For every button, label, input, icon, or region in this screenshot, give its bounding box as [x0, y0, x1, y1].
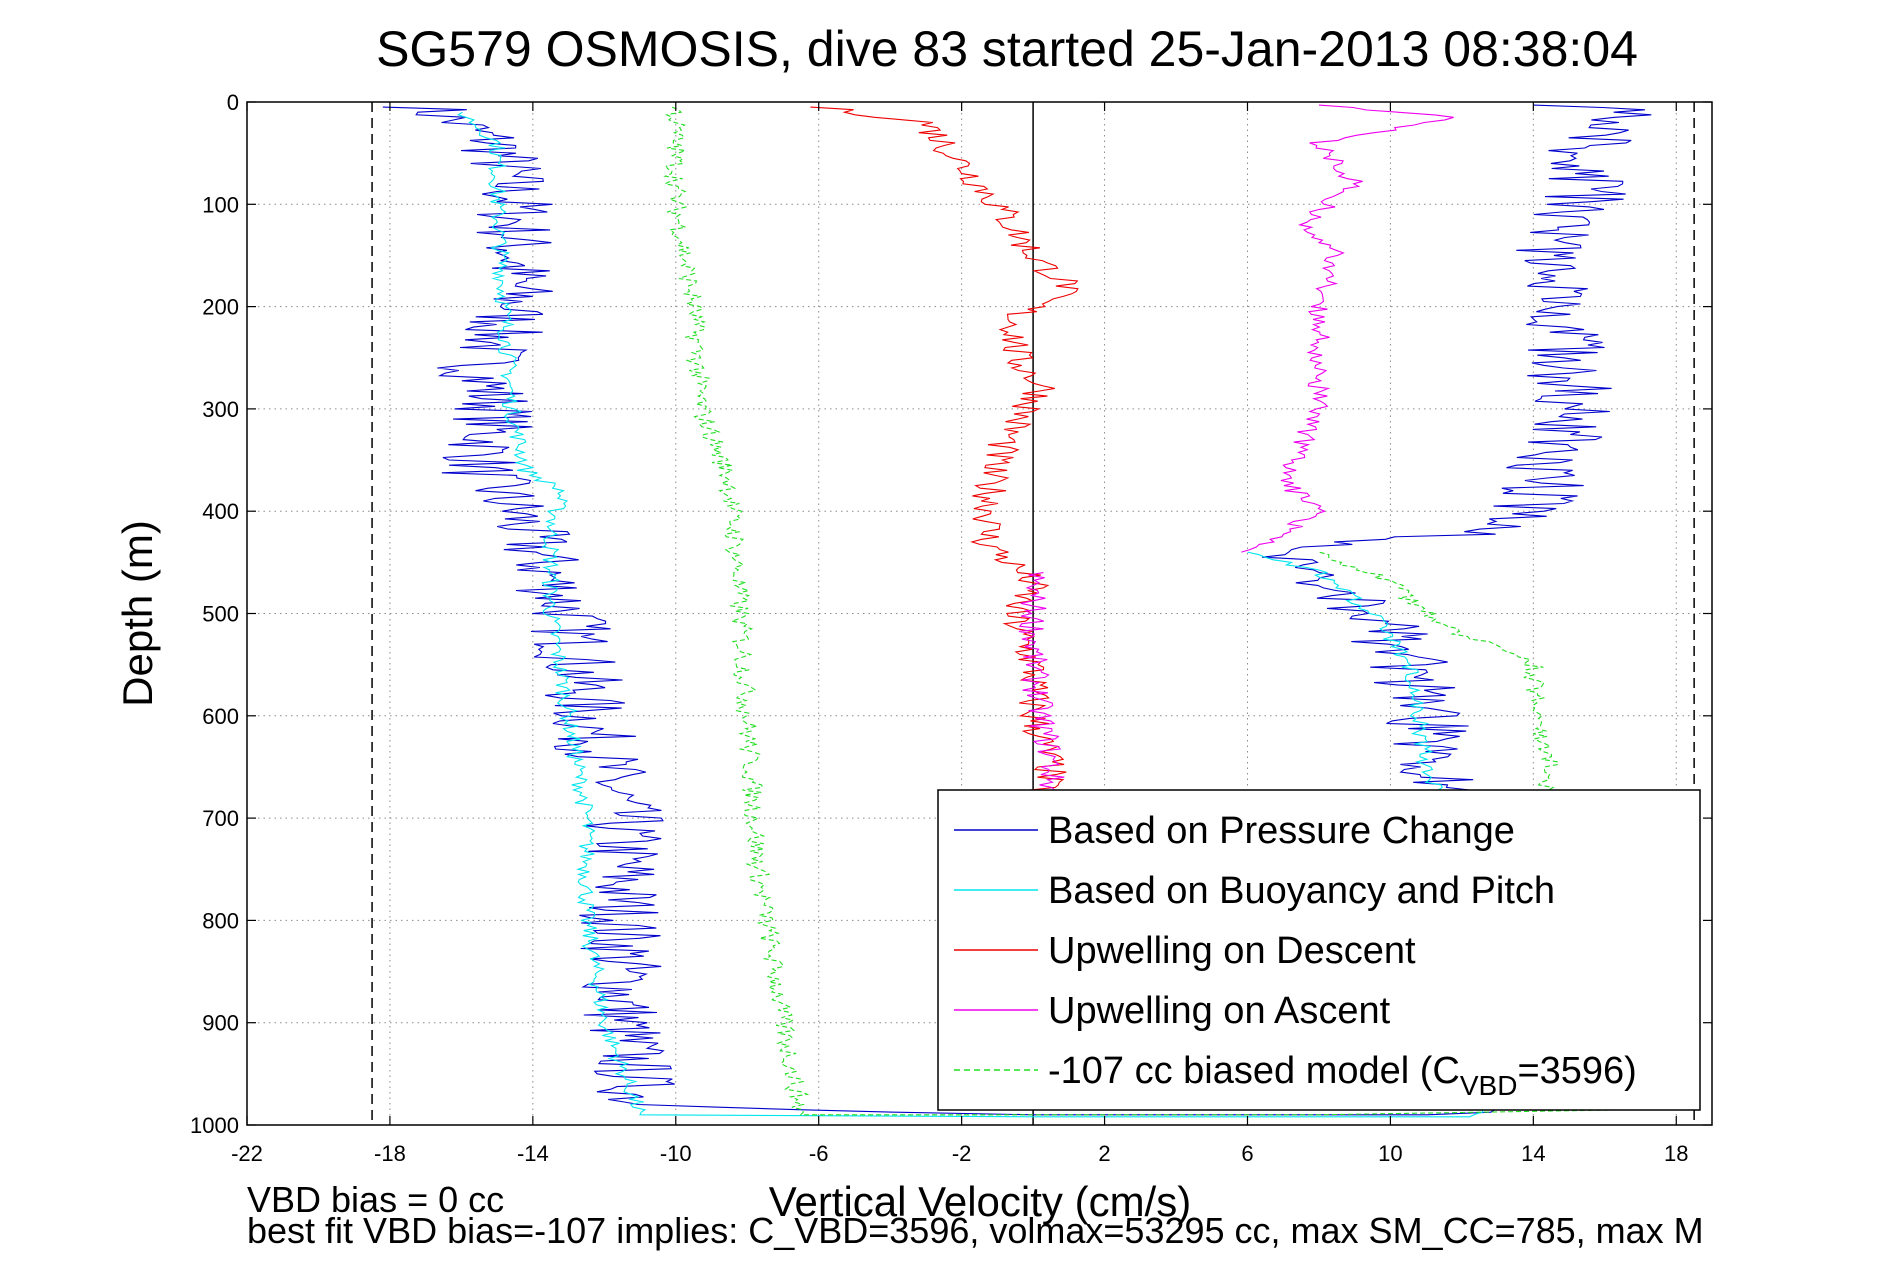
x-tick-label: -22 — [231, 1141, 263, 1166]
y-tick-label: 200 — [202, 295, 239, 320]
y-axis-label: Depth (m) — [114, 520, 161, 707]
x-axis-label: Vertical Velocity (cm/s) — [769, 1178, 1191, 1225]
y-tick-label: 700 — [202, 806, 239, 831]
series-line-1 — [382, 104, 1652, 1116]
y-tick-label: 900 — [202, 1011, 239, 1036]
x-tick-label: -6 — [809, 1141, 829, 1166]
vbd-bias-note: VBD bias = 0 cc — [247, 1179, 504, 1220]
axis-ticks: -22 -18 -14 -10 -6 -2 2 6 10 14 180100200300400500… — [190, 90, 1712, 1166]
y-tick-label: 100 — [202, 192, 239, 217]
x-tick-label: 2 — [1098, 1141, 1110, 1166]
series-line-ascent-upper — [1241, 104, 1454, 553]
series-line-4 — [1018, 572, 1065, 799]
y-tick-label: 0 — [227, 90, 239, 115]
x-tick-label: -18 — [374, 1141, 406, 1166]
best-fit-note: best fit VBD bias=-107 implies: C_VBD=35… — [247, 1210, 1704, 1251]
x-tick-label: -2 — [952, 1141, 972, 1166]
legend-label: Based on Pressure Change — [1048, 810, 1515, 852]
y-tick-label: 800 — [202, 908, 239, 933]
legend: Based on Pressure Change Based on Buoyanc… — [937, 789, 1701, 1111]
x-tick-label: -10 — [660, 1141, 692, 1166]
x-tick-label: 14 — [1521, 1141, 1545, 1166]
x-tick-label: 18 — [1664, 1141, 1688, 1166]
x-tick-label: 10 — [1378, 1141, 1402, 1166]
y-tick-label: 300 — [202, 397, 239, 422]
y-tick-label: 600 — [202, 704, 239, 729]
x-tick-label: -14 — [517, 1141, 549, 1166]
chart-title: SG579 OSMOSIS, dive 83 started 25-Jan-20… — [376, 21, 1638, 77]
y-tick-label: 400 — [202, 499, 239, 524]
legend-label: Based on Buoyancy and Pitch — [1048, 870, 1555, 912]
legend-box — [937, 789, 1701, 1111]
legend-label: Upwelling on Descent — [1048, 930, 1416, 972]
legend-label: Upwelling on Ascent — [1048, 990, 1391, 1032]
y-tick-label: 500 — [202, 602, 239, 627]
y-tick-label: 1000 — [190, 1113, 239, 1138]
series-line-3 — [810, 106, 1079, 799]
legend-label: -107 cc biased model (CVBD=3596) — [1048, 1050, 1637, 1101]
x-tick-label: 6 — [1241, 1141, 1253, 1166]
